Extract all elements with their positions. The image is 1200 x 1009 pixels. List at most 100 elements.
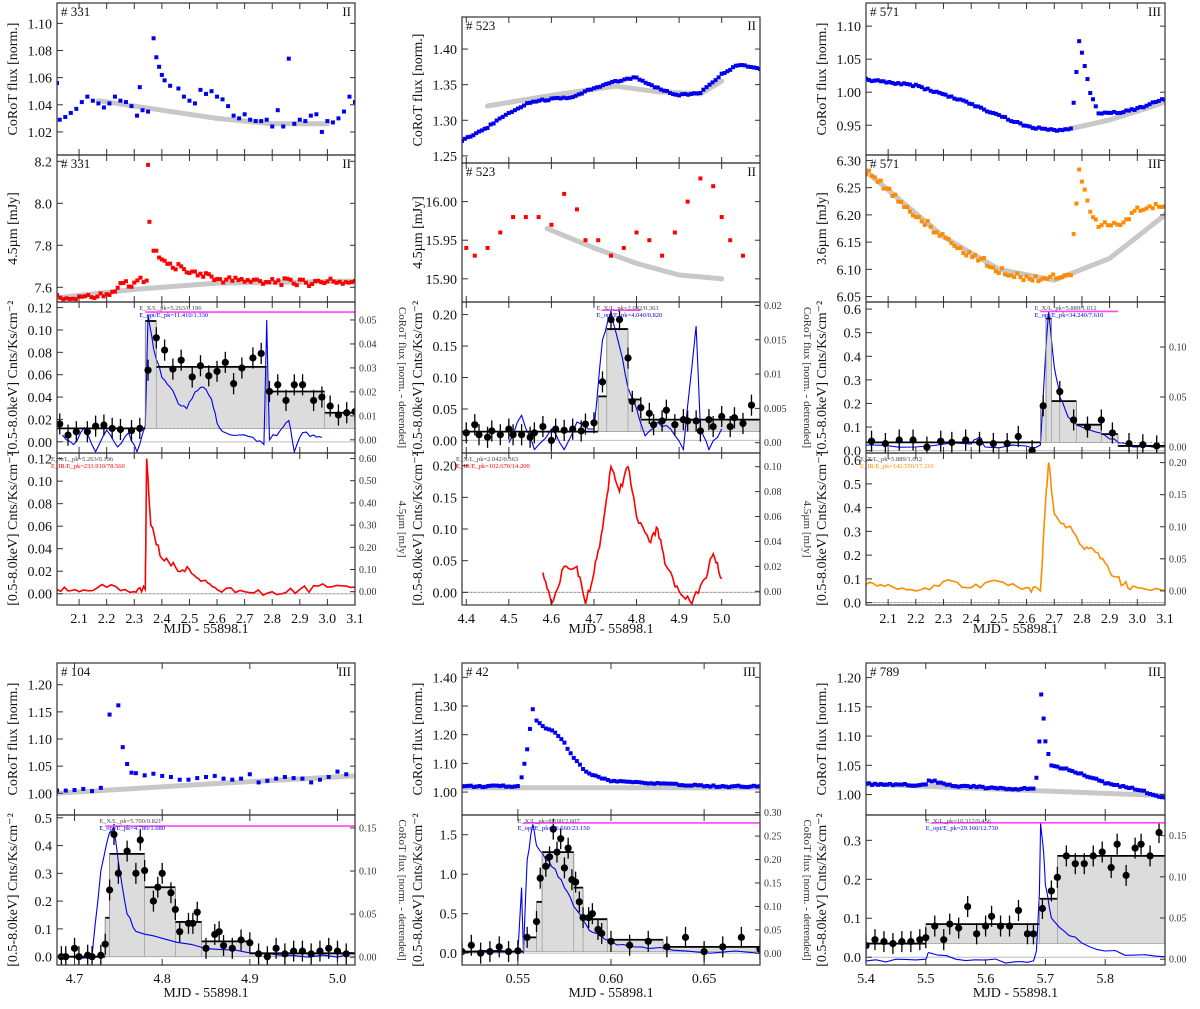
xray-data-point: [964, 902, 972, 911]
data-point: [206, 272, 211, 277]
left-tick-label: 0.5: [844, 327, 862, 342]
data-point: [316, 278, 321, 283]
data-point: [341, 109, 346, 114]
data-point: [310, 281, 315, 286]
xray-data-point: [246, 939, 254, 947]
plot-area: [462, 818, 760, 964]
xray-data-point: [922, 934, 930, 942]
ir-lightcurve-line: [542, 463, 723, 605]
data-point: [1022, 785, 1027, 790]
data-point: [300, 277, 305, 282]
data-point: [624, 779, 629, 784]
data-point: [495, 783, 500, 788]
data-point: [201, 274, 206, 279]
right-tick-label: 0.02: [764, 562, 782, 573]
data-point: [667, 90, 672, 95]
data-point: [482, 126, 487, 131]
data-point: [710, 80, 715, 85]
data-point: [1043, 739, 1048, 744]
left-tick-label: 8.2: [35, 155, 53, 170]
data-point: [591, 86, 596, 91]
data-point: [1159, 97, 1164, 102]
left-axis-label: 3.6µm [mJy]: [815, 192, 830, 265]
data-point: [664, 781, 669, 786]
data-point: [1147, 102, 1152, 107]
data-point: [1127, 108, 1132, 113]
data-point: [1060, 275, 1065, 280]
data-point: [86, 292, 91, 297]
data-point: [947, 782, 952, 787]
data-point: [570, 95, 575, 100]
xray-data-point: [871, 936, 879, 944]
data-point: [574, 207, 579, 212]
data-point: [1073, 770, 1078, 775]
data-point: [132, 280, 137, 285]
data-point: [584, 769, 589, 774]
right-tick-label: 0.00: [359, 587, 377, 598]
data-point: [1172, 94, 1176, 98]
data-point: [477, 129, 482, 134]
xray-data-point: [937, 437, 945, 445]
data-point: [962, 783, 967, 788]
data-point: [181, 267, 186, 272]
right-tick-label: 0.05: [1169, 393, 1187, 404]
data-point: [1096, 111, 1101, 116]
data-point: [652, 85, 657, 90]
data-point: [925, 218, 930, 223]
data-point: [1055, 764, 1060, 769]
data-point: [1057, 127, 1062, 132]
data-point: [866, 77, 871, 82]
data-point: [1064, 766, 1069, 771]
data-point: [916, 215, 921, 220]
xray-data-point: [552, 425, 560, 433]
xray-data-point: [310, 396, 318, 405]
data-point: [1191, 91, 1195, 95]
x-tick-label: 2.7: [236, 612, 254, 627]
data-point: [598, 84, 603, 89]
data-point: [147, 219, 152, 224]
left-tick-label: 0.10: [28, 324, 53, 339]
data-point: [884, 782, 889, 787]
xray-data-point: [1097, 416, 1105, 424]
chart-src331: # 331 II 1.02 1.04 1.06 1.08 1.10 CoRoT flux [n…: [6, 2, 408, 637]
data-point: [919, 85, 924, 90]
data-point: [254, 277, 259, 282]
xray-data-point: [1080, 860, 1088, 868]
data-point: [986, 785, 991, 790]
right-tick-label: 0.05: [1169, 554, 1187, 565]
data-point: [946, 237, 951, 242]
right-tick-label: 0.06: [764, 512, 782, 523]
data-point: [464, 245, 469, 250]
source-class-label: III: [1148, 664, 1161, 679]
data-point: [198, 87, 203, 92]
xray-data-point: [307, 950, 315, 958]
data-point: [179, 264, 184, 269]
data-point: [1093, 104, 1098, 109]
data-point: [1178, 94, 1182, 98]
xray-data-point: [1062, 852, 1070, 860]
x-tick-label: 2.8: [263, 612, 281, 627]
data-point: [67, 296, 72, 301]
data-point: [634, 75, 639, 80]
data-point: [276, 278, 281, 283]
xray-data-point: [281, 950, 289, 958]
model-curve: [95, 98, 330, 127]
left-axis-label: CoRoT flux [norm.]: [815, 683, 830, 796]
data-point: [731, 65, 736, 70]
panel-scatter: # 571 III 0.95 1.00 1.05 1.10 CoRoT flux [norm…: [815, 2, 1195, 156]
right-tick-label: 0.00: [359, 435, 377, 446]
xray-data-point: [105, 886, 114, 894]
xray-data-point: [272, 944, 280, 952]
data-point: [209, 89, 214, 94]
data-point: [1058, 766, 1063, 771]
xray-data-point: [1113, 840, 1121, 848]
data-point: [956, 784, 961, 789]
xray-data-point: [557, 835, 565, 843]
data-point: [231, 113, 236, 118]
data-point: [1046, 752, 1051, 757]
data-point: [556, 734, 561, 739]
xray-data-point: [238, 364, 246, 372]
data-point: [612, 778, 617, 783]
data-point: [717, 784, 722, 789]
data-point: [1009, 273, 1014, 278]
